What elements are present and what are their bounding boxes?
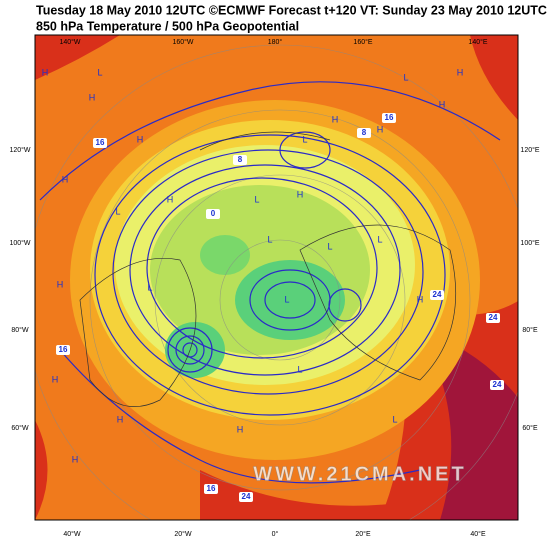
pressure-center: L [302, 134, 307, 144]
isotherm-label-box [93, 138, 107, 148]
longitude-label: 40°E [470, 530, 486, 538]
longitude-label: 80°E [522, 326, 538, 334]
isotherm-label: 24 [489, 313, 498, 322]
isotherm-label: 24 [433, 290, 442, 299]
isotherm-label: 8 [362, 128, 367, 137]
pressure-center: L [254, 194, 259, 204]
pressure-center: H [297, 189, 304, 199]
longitude-label: 20°W [174, 530, 192, 538]
longitude-label: 20°E [355, 530, 371, 538]
pressure-center: L [97, 67, 102, 77]
pressure-center: L [392, 414, 397, 424]
isotherm-label: 16 [96, 138, 105, 147]
longitude-label: 180° [268, 38, 283, 46]
isotherm-label: 16 [59, 345, 68, 354]
pressure-center: H [57, 279, 64, 289]
isotherm-label: 16 [385, 113, 394, 122]
isotherm-label-box [204, 484, 218, 494]
longitude-label: 120°E [520, 146, 539, 154]
longitude-label: 140°W [59, 38, 80, 46]
pressure-center: L [284, 294, 289, 304]
isotherm-label-box [486, 313, 500, 323]
isotherm-label: 24 [242, 492, 251, 501]
isotherm-label-box [357, 128, 371, 138]
pressure-center: H [237, 424, 244, 434]
pressure-center: L [297, 364, 302, 374]
map-field [35, 35, 518, 520]
pressure-center: L [267, 234, 272, 244]
longitude-label: 80°W [11, 326, 29, 334]
subtitle: 850 hPa Temperature / 500 hPa Geopotenti… [36, 19, 299, 33]
pressure-center: H [62, 174, 69, 184]
longitude-label: 120°W [9, 146, 30, 154]
isotherm-label-box [239, 492, 253, 502]
isotherm-label-box [206, 209, 220, 219]
isotherm-label-box [233, 155, 247, 165]
longitude-label: 60°E [522, 424, 538, 432]
longitude-label: 140°E [468, 38, 487, 46]
pressure-center: H [439, 99, 446, 109]
pressure-center: H [332, 114, 339, 124]
longitude-label: 0° [272, 530, 279, 538]
pressure-center: H [42, 67, 49, 77]
longitude-label: 100°W [9, 239, 30, 247]
pressure-center: L [147, 282, 152, 292]
pressure-center: H [117, 414, 124, 424]
isotherm-label: 0 [211, 209, 216, 218]
pressure-center: L [377, 234, 382, 244]
pressure-center: H [417, 294, 424, 304]
pressure-center: H [137, 134, 144, 144]
isotherm-label: 24 [493, 380, 502, 389]
pressure-center: H [377, 124, 384, 134]
pressure-center: H [167, 194, 174, 204]
pressure-center: H [457, 67, 464, 77]
longitude-label: 160°E [353, 38, 372, 46]
pressure-center: L [327, 241, 332, 251]
pressure-center: H [89, 92, 96, 102]
title: Tuesday 18 May 2010 12UTC ©ECMWF Forecas… [36, 3, 547, 17]
isotherm-label-box [56, 345, 70, 355]
longitude-label: 60°W [11, 424, 29, 432]
pressure-center: L [403, 72, 408, 82]
pressure-center: H [52, 374, 59, 384]
isotherm-label: 8 [238, 155, 243, 164]
longitude-label: 160°W [172, 38, 193, 46]
isotherm-label: 16 [207, 484, 216, 493]
isotherm-label-box [430, 290, 444, 300]
isotherm-label-box [382, 113, 396, 123]
pressure-center: H [72, 454, 79, 464]
longitude-label: 40°W [63, 530, 81, 538]
watermark: WWW.21CMA.NET [253, 463, 466, 485]
pressure-center: L [115, 206, 120, 216]
isotherm-label-box [490, 380, 504, 390]
longitude-label: 100°E [520, 239, 539, 247]
